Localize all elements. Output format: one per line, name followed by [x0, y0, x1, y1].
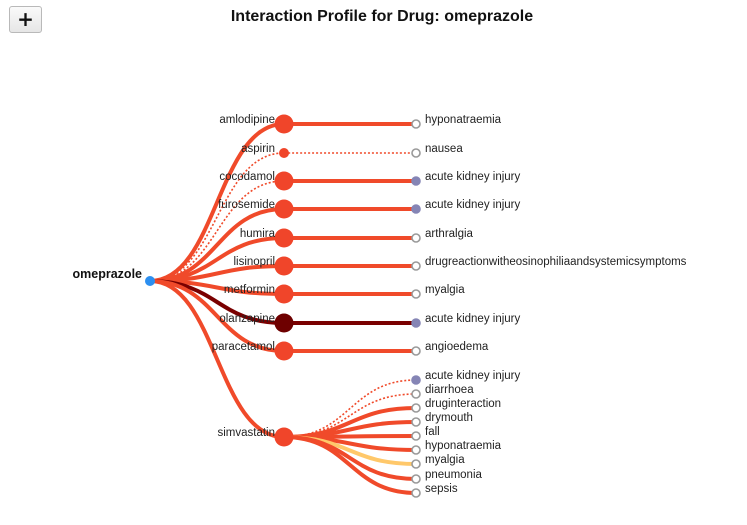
drug-node-humira[interactable] — [274, 228, 294, 248]
edge-root-amlodipine — [149, 122, 285, 283]
effect-label: nausea — [425, 143, 463, 155]
effect-node[interactable] — [411, 233, 421, 243]
effect-label: arthralgia — [425, 228, 474, 240]
drug-label-olanzapine: olanzapine — [219, 313, 275, 325]
drug-node-aspirin[interactable] — [279, 148, 289, 158]
drug-label-humira: humira — [240, 228, 276, 240]
effect-node[interactable] — [411, 474, 421, 484]
drug-node-paracetamol[interactable] — [274, 341, 294, 361]
effect-node[interactable] — [411, 204, 421, 214]
effect-label: acute kidney injury — [425, 370, 520, 382]
effect-node[interactable] — [411, 346, 421, 356]
edge-root-furosemide — [149, 207, 285, 283]
drug-label-aspirin: aspirin — [241, 143, 275, 155]
effect-label: sepsis — [425, 483, 458, 495]
edge-root-cocodamol — [149, 180, 285, 282]
effect-label: acute kidney injury — [425, 199, 520, 211]
root-label: omeprazole — [73, 267, 143, 281]
effect-label: acute kidney injury — [425, 313, 520, 325]
effect-label: angioedema — [425, 341, 489, 353]
drug-node-furosemide[interactable] — [274, 199, 294, 219]
effect-label: fall — [425, 426, 440, 438]
edge-root-simvastatin — [149, 279, 285, 439]
drug-label-cocodamol: cocodamol — [219, 171, 275, 183]
effect-node[interactable] — [411, 389, 421, 399]
page-title: Interaction Profile for Drug: omeprazole — [230, 8, 534, 25]
plus-icon: + — [17, 6, 34, 31]
effect-label: myalgia — [425, 454, 465, 466]
effect-label: myalgia — [425, 284, 465, 296]
edge-root-paracetamol — [149, 279, 285, 353]
effect-node[interactable] — [411, 403, 421, 413]
drug-label-amlodipine: amlodipine — [219, 114, 275, 126]
effect-node[interactable] — [411, 261, 421, 271]
drug-node-cocodamol[interactable] — [274, 171, 294, 191]
effect-node[interactable] — [411, 417, 421, 427]
edge-simvastatin-effect — [283, 435, 417, 495]
effect-node[interactable] — [411, 459, 421, 469]
effect-node[interactable] — [411, 318, 421, 328]
expand-button[interactable]: + — [9, 6, 42, 33]
drug-label-paracetamol: paracetamol — [212, 341, 275, 353]
effect-node[interactable] — [411, 289, 421, 299]
effect-node[interactable] — [411, 375, 421, 385]
drug-node-metformin[interactable] — [274, 284, 294, 304]
effect-node[interactable] — [411, 119, 421, 129]
drug-node-simvastatin[interactable] — [274, 427, 294, 447]
effect-node[interactable] — [411, 431, 421, 441]
root-node[interactable] — [145, 276, 155, 286]
edges-layer — [149, 121, 417, 495]
effect-label: acute kidney injury — [425, 171, 520, 183]
drug-node-olanzapine[interactable] — [274, 313, 294, 333]
effect-node[interactable] — [411, 445, 421, 455]
drug-node-lisinopril[interactable] — [274, 256, 294, 276]
drug-node-amlodipine[interactable] — [274, 114, 294, 134]
effect-node[interactable] — [411, 488, 421, 498]
nodes-layer — [145, 114, 421, 498]
drug-label-metformin: metformin — [224, 284, 275, 296]
labels-layer: omeprazole amlodipine hyponatraemia aspirin… — [73, 114, 687, 495]
effect-label: druginteraction — [425, 398, 501, 410]
effect-label: diarrhoea — [425, 384, 474, 396]
effect-label: hyponatraemia — [425, 440, 502, 452]
effect-node[interactable] — [411, 176, 421, 186]
drug-label-simvastatin: simvastatin — [217, 427, 275, 439]
effect-node[interactable] — [411, 148, 421, 158]
drug-label-lisinopril: lisinopril — [233, 256, 275, 268]
effect-label: drymouth — [425, 412, 473, 424]
effect-label: hyponatraemia — [425, 114, 502, 126]
effect-label: pneumonia — [425, 469, 483, 481]
effect-label: drugreactionwitheosinophiliaandsystemics… — [425, 256, 687, 268]
edge-root-aspirin — [149, 152, 285, 282]
drug-label-furosemide: furosemide — [218, 199, 275, 211]
